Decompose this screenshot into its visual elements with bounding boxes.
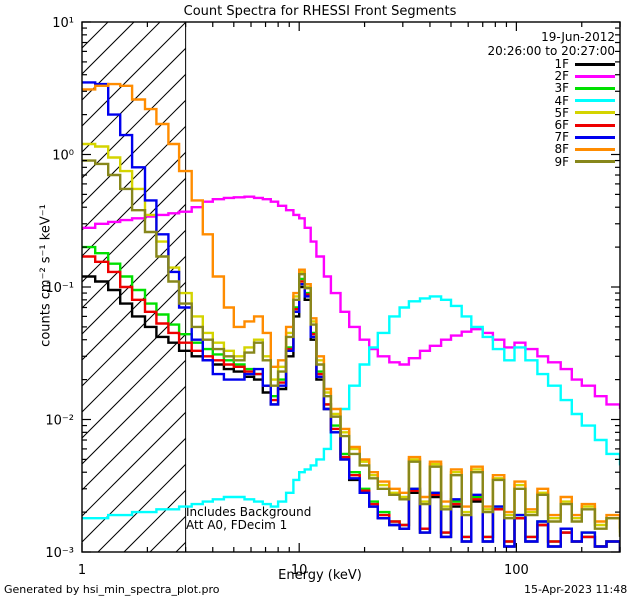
series-line-1f	[82, 275, 620, 552]
x-axis-label: Energy (keV)	[278, 568, 362, 583]
legend-item-label: 8F	[554, 142, 569, 157]
legend-item-label: 1F	[554, 57, 569, 72]
footer-generator: Generated by hsi_min_spectra_plot.pro	[4, 583, 220, 596]
legend-color-swatch	[575, 99, 615, 103]
legend-color-swatch	[575, 74, 615, 78]
series-line-8f	[82, 82, 620, 529]
page-title: Count Spectra for RHESSI Front Segments	[183, 4, 457, 19]
legend-item-6f[interactable]: 6F	[430, 119, 615, 131]
legend-time-range: 20:26:00 to 20:27:00	[487, 44, 615, 58]
x-tick-label: 10	[291, 563, 308, 578]
legend-color-swatch	[575, 147, 615, 151]
legend-color-swatch	[575, 111, 615, 115]
legend-item-7f[interactable]: 7F	[430, 131, 615, 143]
y-tick-label: 10⁻¹	[45, 281, 74, 296]
y-tick-label: 10⁰	[52, 149, 74, 164]
legend-color-swatch	[575, 160, 615, 164]
annotation-background: Includes Background	[186, 505, 312, 519]
series-line-3f	[82, 245, 620, 552]
legend-item-label: 5F	[554, 105, 569, 120]
legend-item-label: 3F	[554, 81, 569, 96]
series-group	[82, 81, 620, 552]
y-tick-label: 10⁻²	[45, 414, 74, 429]
legend-item-label: 6F	[554, 118, 569, 133]
footer-timestamp: 15-Apr-2023 11:48	[524, 583, 628, 596]
legend: 19-Jun-2012 20:26:00 to 20:27:00 1F 2F 3F 4…	[430, 30, 615, 168]
legend-item-1f[interactable]: 1F	[430, 58, 615, 70]
series-line-9f	[82, 159, 620, 537]
legend-item-label: 4F	[554, 93, 569, 108]
legend-color-swatch	[575, 135, 615, 139]
series-line-2f	[82, 195, 620, 409]
annotation-attenuator: Att A0, FDecim 1	[186, 518, 288, 532]
hatched-region	[82, 22, 186, 552]
series-line-4f	[82, 295, 620, 520]
y-tick-label: 10⁻³	[45, 546, 74, 561]
legend-color-swatch	[575, 62, 615, 66]
series-line-6f	[82, 255, 620, 552]
legend-date: 19-Jun-2012	[541, 30, 615, 44]
legend-item-8f[interactable]: 8F	[430, 143, 615, 155]
legend-color-swatch	[575, 86, 615, 90]
legend-item-label: 9F	[554, 154, 569, 169]
series-line-7f	[82, 81, 620, 552]
legend-item-label: 7F	[554, 130, 569, 145]
legend-item-label: 2F	[554, 69, 569, 84]
legend-item-4f[interactable]: 4F	[430, 95, 615, 107]
legend-item-2f[interactable]: 2F	[430, 70, 615, 82]
x-tick-label: 1	[78, 563, 86, 578]
axis-ticks	[81, 21, 621, 553]
y-tick-label: 10¹	[52, 16, 74, 31]
legend-item-3f[interactable]: 3F	[430, 82, 615, 94]
legend-item-5f[interactable]: 5F	[430, 107, 615, 119]
legend-color-swatch	[575, 123, 615, 127]
x-tick-label: 100	[504, 563, 529, 578]
legend-item-9f[interactable]: 9F	[430, 156, 615, 168]
legend-entries: 1F 2F 3F 4F 5F 6F 7F 8F 9F	[430, 58, 615, 168]
